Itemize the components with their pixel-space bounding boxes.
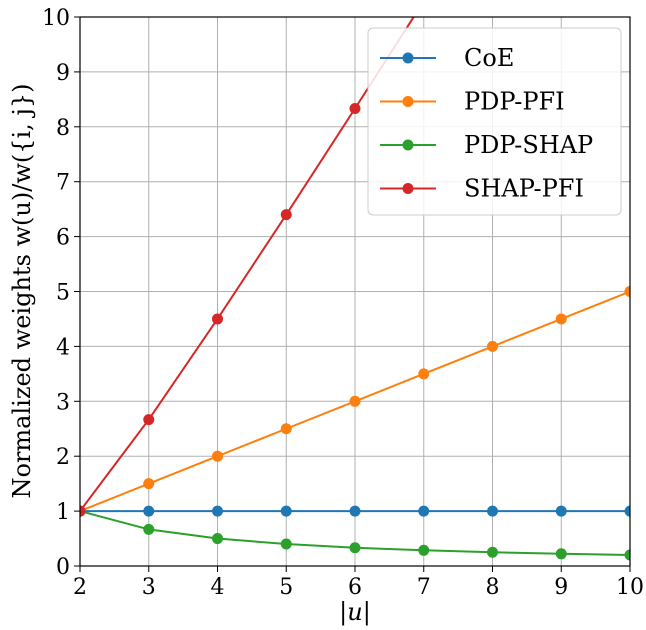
legend-swatch-marker [402, 139, 414, 151]
y-tick-label: 3 [56, 390, 70, 415]
y-tick-label: 5 [56, 281, 70, 306]
y-axis-label: Normalized weights w(u)/w({i, j}) [8, 83, 36, 498]
data-point-pdp-shap [624, 549, 630, 561]
data-point-pdp-shap [555, 548, 567, 560]
data-point-coe [349, 505, 361, 517]
series-pdp-shap [80, 505, 630, 561]
legend-label: CoE [464, 44, 514, 72]
y-tick-label: 9 [56, 61, 70, 86]
y-tick-label: 2 [56, 445, 70, 470]
x-tick-label: 8 [486, 575, 500, 600]
data-point-coe [143, 505, 155, 517]
data-point-shap-pfi [212, 313, 223, 325]
legend-label: PDP-SHAP [464, 131, 593, 159]
x-tick-label: 10 [616, 575, 644, 600]
x-tick-label: 4 [211, 575, 225, 600]
legend-swatch-marker [402, 96, 414, 107]
legend-label: SHAP-PFI [464, 175, 584, 203]
series-layer [80, 0, 630, 561]
data-point-coe [212, 505, 223, 517]
legend-label: PDP-PFI [464, 88, 565, 116]
data-point-shap-pfi [143, 414, 155, 426]
data-point-pdp-pfi [212, 450, 223, 462]
data-point-shap-pfi [280, 209, 292, 221]
x-tick-label: 2 [73, 575, 87, 600]
legend-box [367, 27, 622, 216]
data-point-coe [487, 505, 498, 517]
data-point-pdp-pfi [555, 313, 567, 325]
y-tick-label: 6 [56, 226, 70, 251]
data-point-pdp-pfi [624, 286, 630, 297]
x-tick-label: 9 [554, 575, 568, 600]
data-point-pdp-shap [418, 544, 430, 556]
legend-item-coe: CoE [380, 44, 514, 72]
data-point-pdp-pfi [143, 478, 155, 490]
x-tick-label: 7 [417, 575, 431, 600]
x-tick-label: 6 [348, 575, 362, 600]
x-axis-ticks: 2 3 4 5 6 7 8 9 10 [73, 566, 644, 600]
data-point-pdp-pfi [487, 340, 498, 352]
legend-item-pdp-shap: PDP-SHAP [380, 131, 593, 159]
data-point-pdp-shap [487, 546, 498, 558]
legend-item-pdp-pfi: PDP-PFI [380, 88, 565, 116]
data-point-pdp-shap [143, 523, 155, 535]
legend-swatch-marker [402, 183, 414, 194]
y-tick-label: 8 [56, 116, 70, 141]
data-point-pdp-pfi [418, 368, 430, 380]
data-point-coe [555, 505, 567, 517]
legend: CoE PDP-PFI PDP-SHAP SHAP-PFI [367, 27, 622, 216]
y-tick-label: 4 [56, 335, 70, 360]
data-point-pdp-pfi [349, 395, 361, 407]
data-point-shap-pfi [80, 505, 86, 517]
y-tick-label: 1 [56, 500, 70, 525]
data-point-coe [624, 505, 630, 517]
x-tick-label: 5 [279, 575, 293, 600]
data-point-pdp-shap [212, 533, 223, 545]
legend-item-shap-pfi: SHAP-PFI [380, 175, 584, 203]
data-point-coe [280, 505, 292, 517]
x-tick-label: 3 [142, 575, 156, 600]
x-axis-label: |u| [339, 598, 371, 627]
data-point-shap-pfi [418, 0, 429, 7]
data-point-coe [418, 505, 430, 517]
data-point-pdp-pfi [280, 423, 292, 435]
data-point-shap-pfi [349, 103, 361, 115]
legend-swatch-marker [402, 52, 414, 64]
data-point-pdp-shap [280, 538, 292, 550]
series-coe [80, 505, 630, 517]
data-point-pdp-shap [349, 542, 361, 554]
y-tick-label: 7 [56, 171, 70, 196]
y-tick-label: 10 [42, 6, 70, 31]
y-axis-ticks: 0 1 2 3 4 5 6 7 8 9 10 [42, 6, 80, 580]
y-tick-label: 0 [56, 555, 70, 580]
series-shap-pfi [80, 0, 429, 517]
